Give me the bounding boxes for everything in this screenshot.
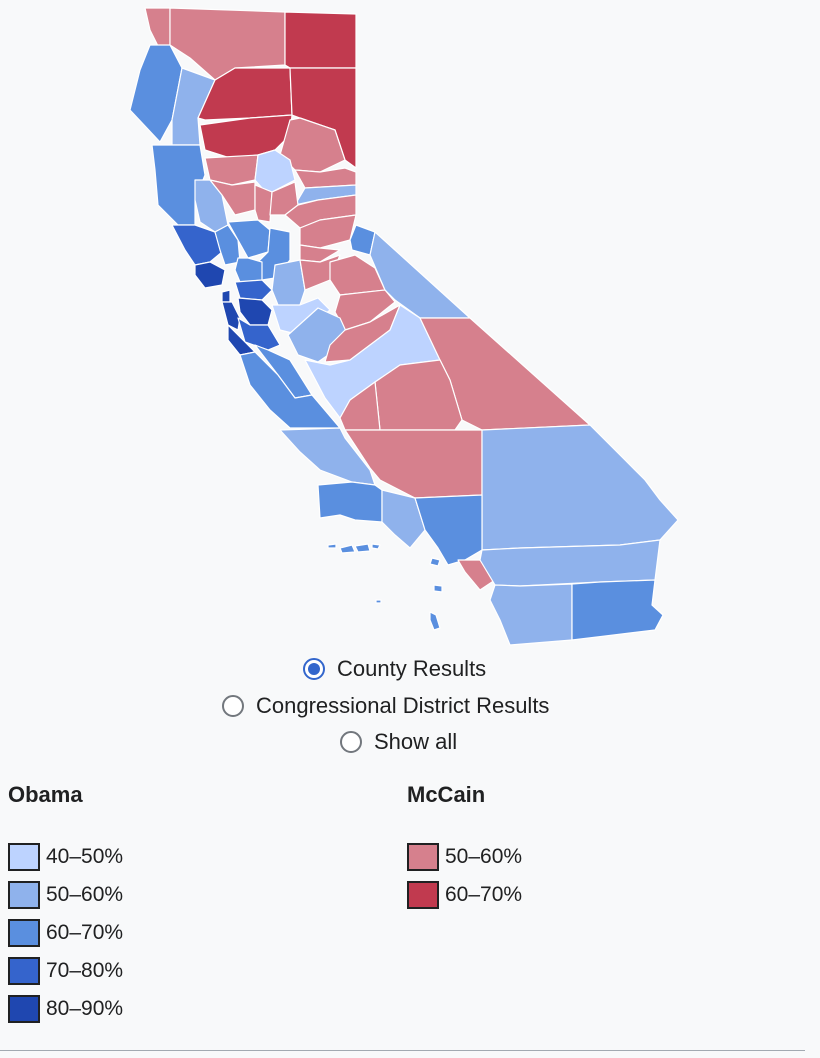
legend-mccain-label-50-60: 50–60%	[445, 845, 523, 868]
legend-obama-item: 40–50%	[8, 843, 123, 871]
legend-obama-title: Obama	[8, 782, 83, 807]
legend-mccain-item: 60–70%	[407, 881, 522, 909]
option-county-results[interactable]: County Results	[303, 656, 486, 682]
legend-obama-label-70-80: 70–80%	[46, 959, 124, 982]
option-show-all[interactable]: Show all	[340, 729, 457, 755]
county-orange	[457, 559, 496, 591]
island-1	[327, 543, 337, 549]
legend-swatch	[8, 919, 40, 947]
county-san-mateo	[221, 301, 241, 331]
county-modoc	[284, 11, 357, 69]
option-congressional-district-results-label: Congressional District Results	[256, 693, 550, 718]
county-sutter	[254, 184, 273, 223]
legend-swatch	[8, 957, 40, 985]
county-santa-barbara	[317, 481, 383, 523]
county-los-angeles	[414, 494, 483, 566]
county-san-diego	[489, 583, 573, 646]
island-8	[429, 611, 441, 631]
legend-obama-label-60-70: 60–70%	[46, 921, 124, 944]
option-show-all-label: Show all	[374, 729, 458, 754]
county-sonoma	[171, 224, 223, 266]
option-congressional-district-results[interactable]: Congressional District Results	[222, 693, 549, 719]
legend-obama-item: 50–60%	[8, 881, 123, 909]
california-county-map	[129, 7, 679, 646]
bottom-divider	[0, 1050, 805, 1051]
option-county-results-label: County Results	[337, 656, 487, 681]
county-marin	[194, 261, 226, 289]
radio-county-results[interactable]	[303, 658, 325, 680]
legend-swatch	[407, 881, 439, 909]
county-san-francisco	[221, 289, 231, 303]
county-san-joaquin	[271, 259, 306, 311]
county-monterey	[239, 351, 341, 429]
legend-obama-label-40-50: 40–50%	[46, 845, 124, 868]
county-solano	[234, 257, 263, 283]
legend-obama-item: 60–70%	[8, 919, 123, 947]
county-san-bernardino	[481, 424, 679, 551]
legend-swatch	[8, 881, 40, 909]
county-contra-costa	[234, 279, 273, 301]
county-amador	[299, 244, 341, 263]
county-butte	[254, 149, 296, 193]
radio-show-all[interactable]	[340, 731, 362, 753]
island-3	[354, 543, 371, 553]
island-7	[375, 599, 382, 604]
island-6	[433, 584, 443, 593]
county-del-norte	[144, 7, 171, 51]
legend-swatch	[407, 843, 439, 871]
county-kings	[339, 381, 381, 431]
county-stanislaus	[271, 297, 331, 336]
legend-mccain-item: 50–60%	[407, 843, 522, 871]
county-humboldt	[129, 44, 183, 143]
island-2	[339, 544, 356, 554]
radio-congressional-district-results[interactable]	[222, 695, 244, 717]
legend-mccain-title: McCain	[407, 782, 486, 807]
island-5	[429, 557, 441, 567]
legend-obama-item: 70–80%	[8, 957, 123, 985]
legend-obama-label-80-90: 80–90%	[46, 997, 124, 1020]
legend-swatch	[8, 995, 40, 1023]
county-imperial	[571, 579, 664, 641]
legend-swatch	[8, 843, 40, 871]
county-glenn	[204, 154, 259, 186]
island-4	[371, 543, 381, 550]
legend-mccain-label-60-70: 60–70%	[445, 883, 523, 906]
legend-obama-item: 80–90%	[8, 995, 123, 1023]
legend-obama-label-50-60: 50–60%	[46, 883, 124, 906]
